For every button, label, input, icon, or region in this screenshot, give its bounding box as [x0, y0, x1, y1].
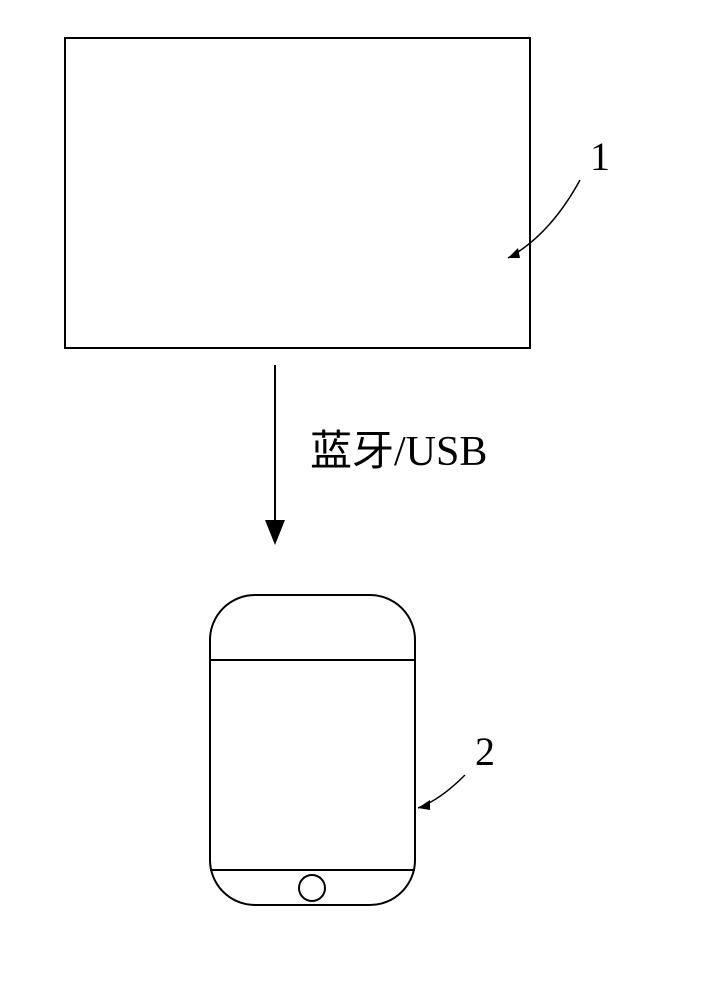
pointer-2 [418, 775, 465, 808]
connection-arrowhead [265, 520, 285, 545]
phone-body [210, 595, 415, 905]
diagram-svg: 1 蓝牙/USB 2 [0, 0, 719, 1000]
connection-label: 蓝牙/USB [310, 429, 487, 475]
pointer-1-arrowhead [508, 248, 520, 258]
diagram-container: 1 蓝牙/USB 2 [0, 0, 719, 1000]
pointer-2-arrowhead [418, 800, 430, 810]
label-ref-2: 2 [475, 729, 495, 774]
pointer-1 [508, 180, 580, 258]
label-ref-1: 1 [590, 134, 610, 179]
rect-node-1 [65, 38, 530, 348]
phone-home-button [299, 875, 325, 901]
